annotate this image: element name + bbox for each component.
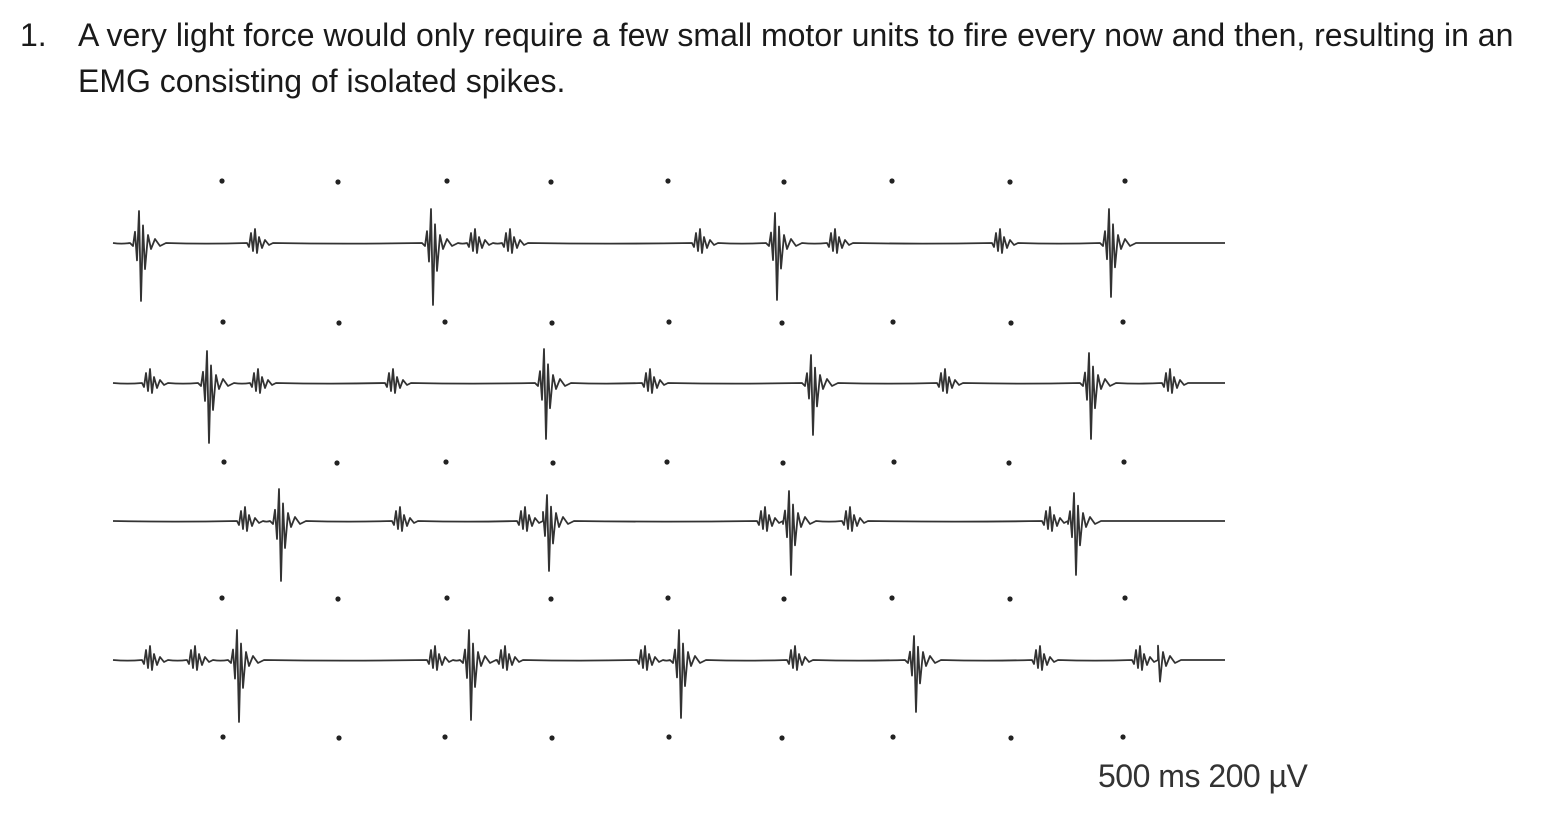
timing-dot [549,735,555,741]
timing-dot [1007,179,1013,185]
timing-dot [550,460,556,466]
timing-dot [1122,595,1128,601]
timing-dot [1007,596,1013,602]
timing-dot [336,320,342,326]
timing-dot [219,178,225,184]
timing-dot [442,734,448,740]
timing-dot [1008,735,1014,741]
emg-trace-4 [112,629,1225,723]
emg-trace-2 [112,348,1225,444]
timing-dot [220,319,226,325]
timing-dot [780,460,786,466]
timing-dot [779,320,785,326]
timing-dot [1120,319,1126,325]
timing-dot [444,595,450,601]
timing-dot [444,178,450,184]
list-item-number: 1. [20,17,47,53]
timing-dot [891,459,897,465]
timing-dots [219,178,1128,741]
timing-dot [1120,734,1126,740]
timing-dot [336,735,342,741]
timing-dot [1006,460,1012,466]
list-item-text: A very light force would only require a … [78,17,1514,99]
timing-dot [220,734,226,740]
timing-dot [889,595,895,601]
timing-dot [781,596,787,602]
timing-dot [666,734,672,740]
timing-dot [219,595,225,601]
emg-trace-3 [112,488,1225,582]
timing-dot [779,735,785,741]
timing-dot [666,319,672,325]
timing-dot [221,459,227,465]
timing-dot [665,595,671,601]
timing-dot [1008,320,1014,326]
scale-label: 500 ms 200 µV [1098,758,1308,794]
timing-dot [890,734,896,740]
emg-trace-1 [112,208,1225,306]
timing-dot [665,178,671,184]
timing-dot [334,460,340,466]
timing-dot [664,459,670,465]
timing-dot [335,596,341,602]
timing-dot [1121,459,1127,465]
timing-dot [442,319,448,325]
timing-dot [549,320,555,326]
timing-dot [889,178,895,184]
timing-dot [443,459,449,465]
emg-traces [112,208,1225,723]
timing-dot [781,179,787,185]
timing-dot [1122,178,1128,184]
timing-dot [890,319,896,325]
timing-dot [335,179,341,185]
timing-dot [548,596,554,602]
timing-dot [548,179,554,185]
